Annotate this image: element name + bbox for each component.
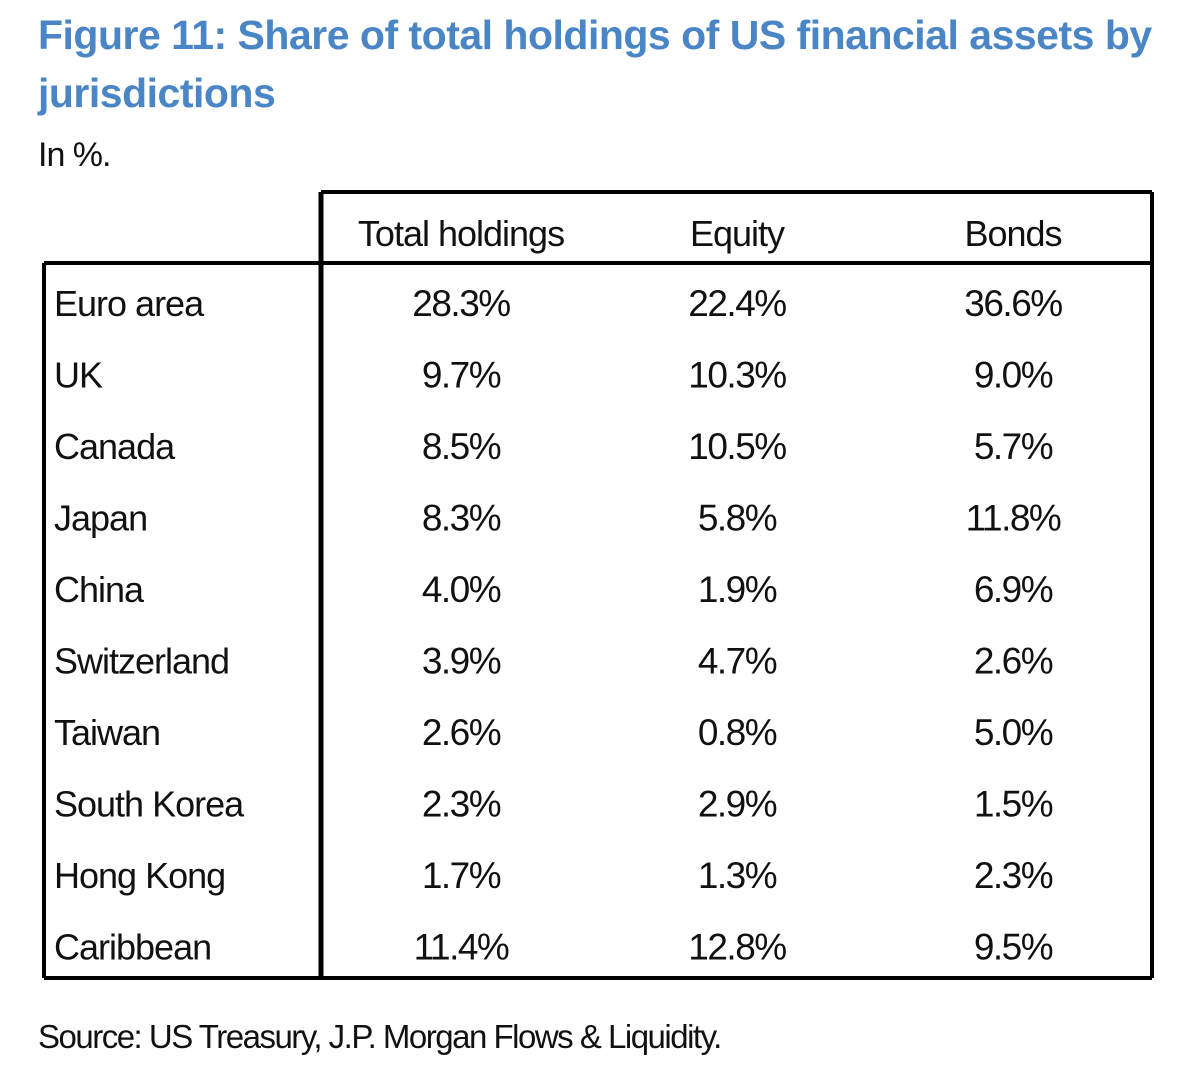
table-cell: 5.7% [974,426,1053,467]
table-cell: 36.6% [964,283,1062,324]
table-row: Taiwan 2.6% 0.8% 5.0% [54,712,1054,753]
figure-title: Figure 11: Share of total holdings of US… [38,12,1152,116]
source-note: Source: US Treasury, J.P. Morgan Flows &… [38,1018,722,1055]
row-label: Switzerland [54,641,229,682]
table-cell: 1.7% [422,855,501,896]
table-cell: 11.4% [414,927,509,968]
row-label: Caribbean [54,927,211,968]
row-label: China [54,569,145,610]
table-cell: 9.7% [422,355,501,396]
table-cell: 9.5% [974,927,1053,968]
table-cell: 4.7% [698,641,777,682]
table-row: UK 9.7% 10.3% 9.0% [54,355,1054,396]
table-cell: 2.9% [698,784,777,825]
table-row: Hong Kong 1.7% 1.3% 2.3% [54,855,1054,896]
table-cell: 22.4% [688,283,786,324]
table-cell: 10.5% [688,426,786,467]
row-label: South Korea [54,784,245,825]
table-cell: 8.5% [422,426,501,467]
row-label: Canada [54,426,176,467]
table-cell: 28.3% [412,283,510,324]
table-cell: 3.9% [422,641,501,682]
table-cell: 4.0% [422,569,501,610]
table-row: Canada 8.5% 10.5% 5.7% [54,426,1054,467]
table-cell: 5.8% [698,498,777,539]
row-label: Euro area [54,283,205,324]
table-cell: 1.3% [698,855,777,896]
table-cell: 9.0% [974,355,1053,396]
row-label: Taiwan [54,712,160,753]
table-borders [42,190,1154,980]
row-label: Japan [54,498,147,539]
table-cell: 2.3% [974,855,1053,896]
table-cell: 8.3% [422,498,501,539]
holdings-table: Total holdings Equity Bonds Euro area 28.3%… [42,190,1154,980]
table-cell: 10.3% [688,355,786,396]
table-cell: 12.8% [688,927,786,968]
table-cell: 0.8% [698,712,777,753]
table-cell: 1.9% [698,569,777,610]
table-row: Switzerland 3.9% 4.7% 2.6% [54,641,1054,682]
table-cell: 5.0% [974,712,1053,753]
table-cell: 11.8% [966,498,1061,539]
column-header-total-holdings: Total holdings [358,213,564,254]
table-header: Total holdings Equity Bonds [358,213,1063,254]
row-label: Hong Kong [54,855,225,896]
table-cell: 6.9% [974,569,1053,610]
table-cell: 2.6% [422,712,501,753]
table-row: South Korea 2.3% 2.9% 1.5% [54,784,1054,825]
row-label: UK [54,355,103,396]
table-row: Euro area 28.3% 22.4% 36.6% [54,283,1064,324]
table-cell: 2.6% [974,641,1053,682]
column-header-bonds: Bonds [964,213,1061,254]
table-row: Japan 8.3% 5.8% 11.8% [54,498,1062,539]
table-row: China 4.0% 1.9% 6.9% [54,569,1054,610]
table-cell: 2.3% [422,784,501,825]
table-cell: 1.5% [974,784,1053,825]
table-body: Euro area 28.3% 22.4% 36.6% UK 9.7% 10.3% 9.0% C… [54,283,1064,968]
figure-subtitle: In %. [38,136,111,174]
table-row: Caribbean 11.4% 12.8% 9.5% [54,927,1054,968]
column-header-equity: Equity [690,213,785,254]
